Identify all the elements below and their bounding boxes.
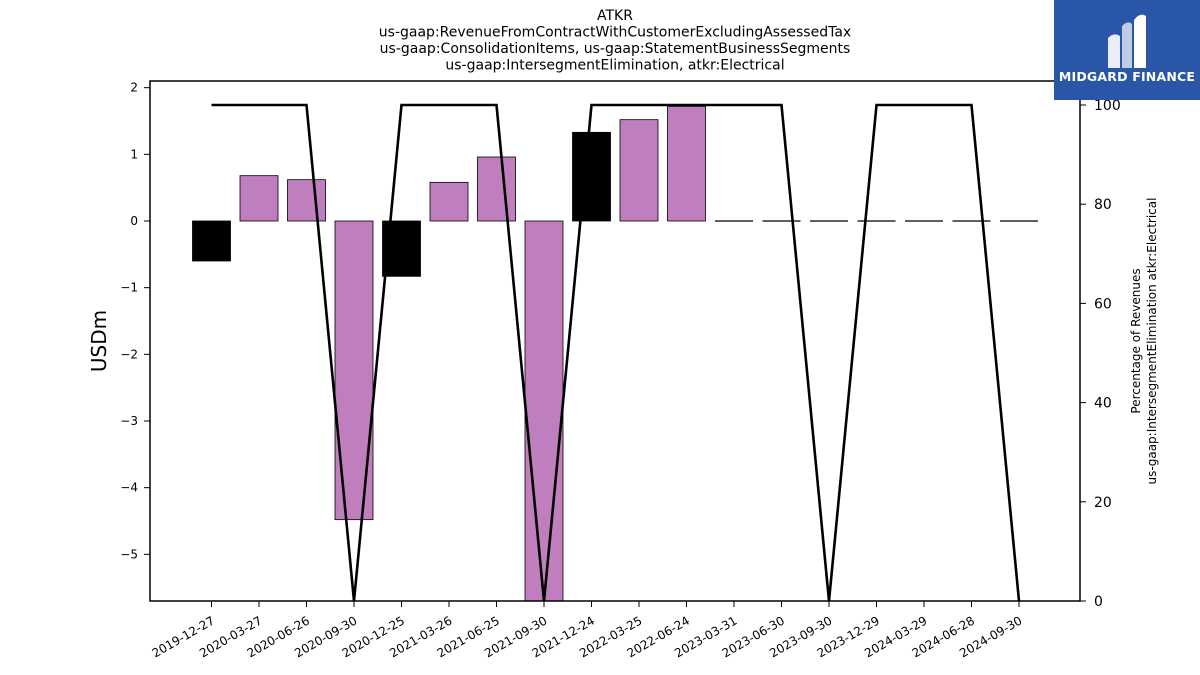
chart-title-line: us-gaap:ConsolidationItems, us-gaap:Stat…	[380, 41, 851, 57]
y2-tick-label: 60	[1094, 296, 1112, 312]
y2-axis-label: Percentage of Revenues us-gaap:Intersegme…	[1129, 198, 1159, 485]
bar	[239, 175, 279, 222]
chart-title-line: ATKR	[597, 8, 633, 24]
y-tick-label: −4	[120, 481, 138, 495]
bar	[619, 119, 659, 222]
y2-tick-label: 40	[1094, 396, 1112, 412]
bar	[572, 131, 611, 222]
y2-tick-label: 0	[1094, 594, 1103, 610]
y-tick-label: 1	[130, 147, 138, 161]
midgard-finance-logo: MIDGARD FINANCE	[1054, 0, 1200, 100]
bar	[667, 105, 706, 222]
percentage-line	[211, 103, 1021, 602]
chart-title-line: us-gaap:RevenueFromContractWithCustomerE…	[379, 25, 851, 41]
y-tick-label: −2	[120, 347, 138, 361]
bar	[287, 179, 326, 222]
logo-text: MIDGARD FINANCE	[1058, 69, 1196, 84]
y2-axis-label-line: Percentage of Revenues	[1129, 268, 1143, 413]
y2-tick-label: 80	[1094, 197, 1112, 213]
logo-mark-icon	[1108, 14, 1146, 69]
y2-tick-label: 100	[1094, 98, 1121, 114]
bar	[429, 181, 469, 222]
bar	[192, 220, 231, 262]
y-tick-label: 0	[130, 214, 138, 228]
bar	[524, 220, 564, 602]
chart-title-line: us-gaap:IntersegmentElimination, atkr:El…	[445, 58, 784, 74]
y2-axis-label-line: us-gaap:IntersegmentElimination atkr:Ele…	[1145, 198, 1159, 485]
y-axis-label: USDm	[87, 310, 111, 372]
plot-frame	[149, 80, 1081, 602]
y-tick-label: 2	[130, 81, 138, 95]
bar-series	[192, 105, 1038, 602]
chart-title: ATKRus-gaap:RevenueFromContractWithCusto…	[379, 8, 851, 74]
y-tick-label: −1	[120, 281, 138, 295]
y2-tick-label: 20	[1094, 495, 1112, 511]
bar	[477, 156, 516, 222]
y-tick-label: −5	[120, 547, 138, 561]
y-tick-label: −3	[120, 414, 138, 428]
percentage-line-series	[211, 103, 1021, 602]
